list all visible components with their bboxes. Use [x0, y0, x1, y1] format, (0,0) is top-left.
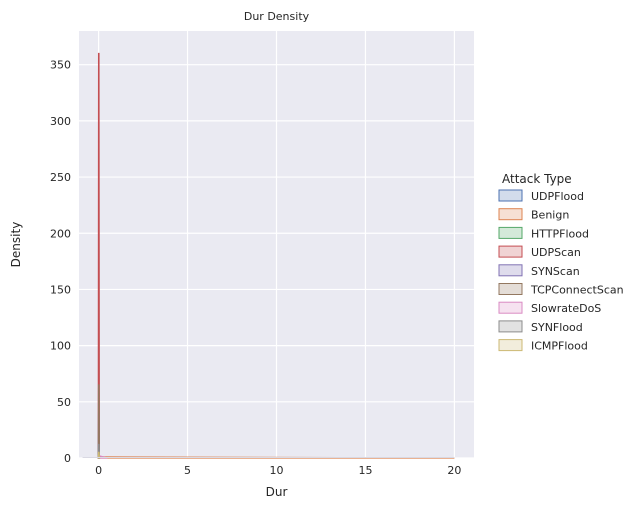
y-tick-label: 200 [50, 227, 71, 240]
y-tick-label: 250 [50, 171, 71, 184]
y-tick-label: 50 [57, 396, 71, 409]
legend-swatch [498, 283, 523, 295]
x-axis-label: Dur [266, 485, 288, 499]
legend-swatch [498, 339, 523, 352]
x-tick-label: 20 [447, 464, 461, 477]
x-tick-label: 10 [270, 464, 284, 477]
legend-swatch [498, 245, 523, 258]
legend-label: SYNScan [531, 265, 580, 278]
y-tick-label: 100 [50, 340, 71, 353]
legend-swatch [498, 320, 523, 333]
legend-swatch [498, 208, 523, 221]
legend-label: HTTPFlood [531, 227, 589, 240]
legend-label: UDPFlood [531, 190, 584, 203]
legend-title: Attack Type [502, 172, 572, 186]
legend-label: Benign [531, 209, 569, 222]
legend-swatch [498, 189, 523, 202]
density-curves [82, 52, 455, 459]
y-tick-label: 300 [50, 115, 71, 128]
y-tick-label: 150 [50, 283, 71, 296]
x-tick-label: 0 [95, 464, 102, 477]
y-axis-label: Density [9, 222, 23, 268]
legend-label: SlowrateDoS [531, 302, 601, 315]
y-tick-labels: 0 50 100 150 200 250 300 350 [50, 59, 71, 465]
legend-label: UDPScan [531, 246, 581, 259]
x-tick-label: 15 [358, 464, 372, 477]
legend: Attack Type UDPFlood Benign HTTPFlood UDPSc… [498, 172, 624, 353]
chart-title: Dur Density [244, 10, 310, 23]
legend-label: ICMPFlood [531, 340, 588, 353]
grid-lines [79, 31, 474, 459]
legend-swatch [498, 301, 523, 314]
x-tick-labels: 0 5 10 15 20 [95, 464, 461, 477]
legend-label: TCPConnectScan [530, 284, 624, 297]
legend-swatch [498, 264, 523, 277]
x-tick-label: 5 [184, 464, 191, 477]
y-tick-label: 0 [64, 452, 71, 465]
legend-label: SYNFlood [531, 321, 583, 334]
y-tick-label: 350 [50, 59, 71, 72]
legend-swatch [498, 226, 523, 239]
